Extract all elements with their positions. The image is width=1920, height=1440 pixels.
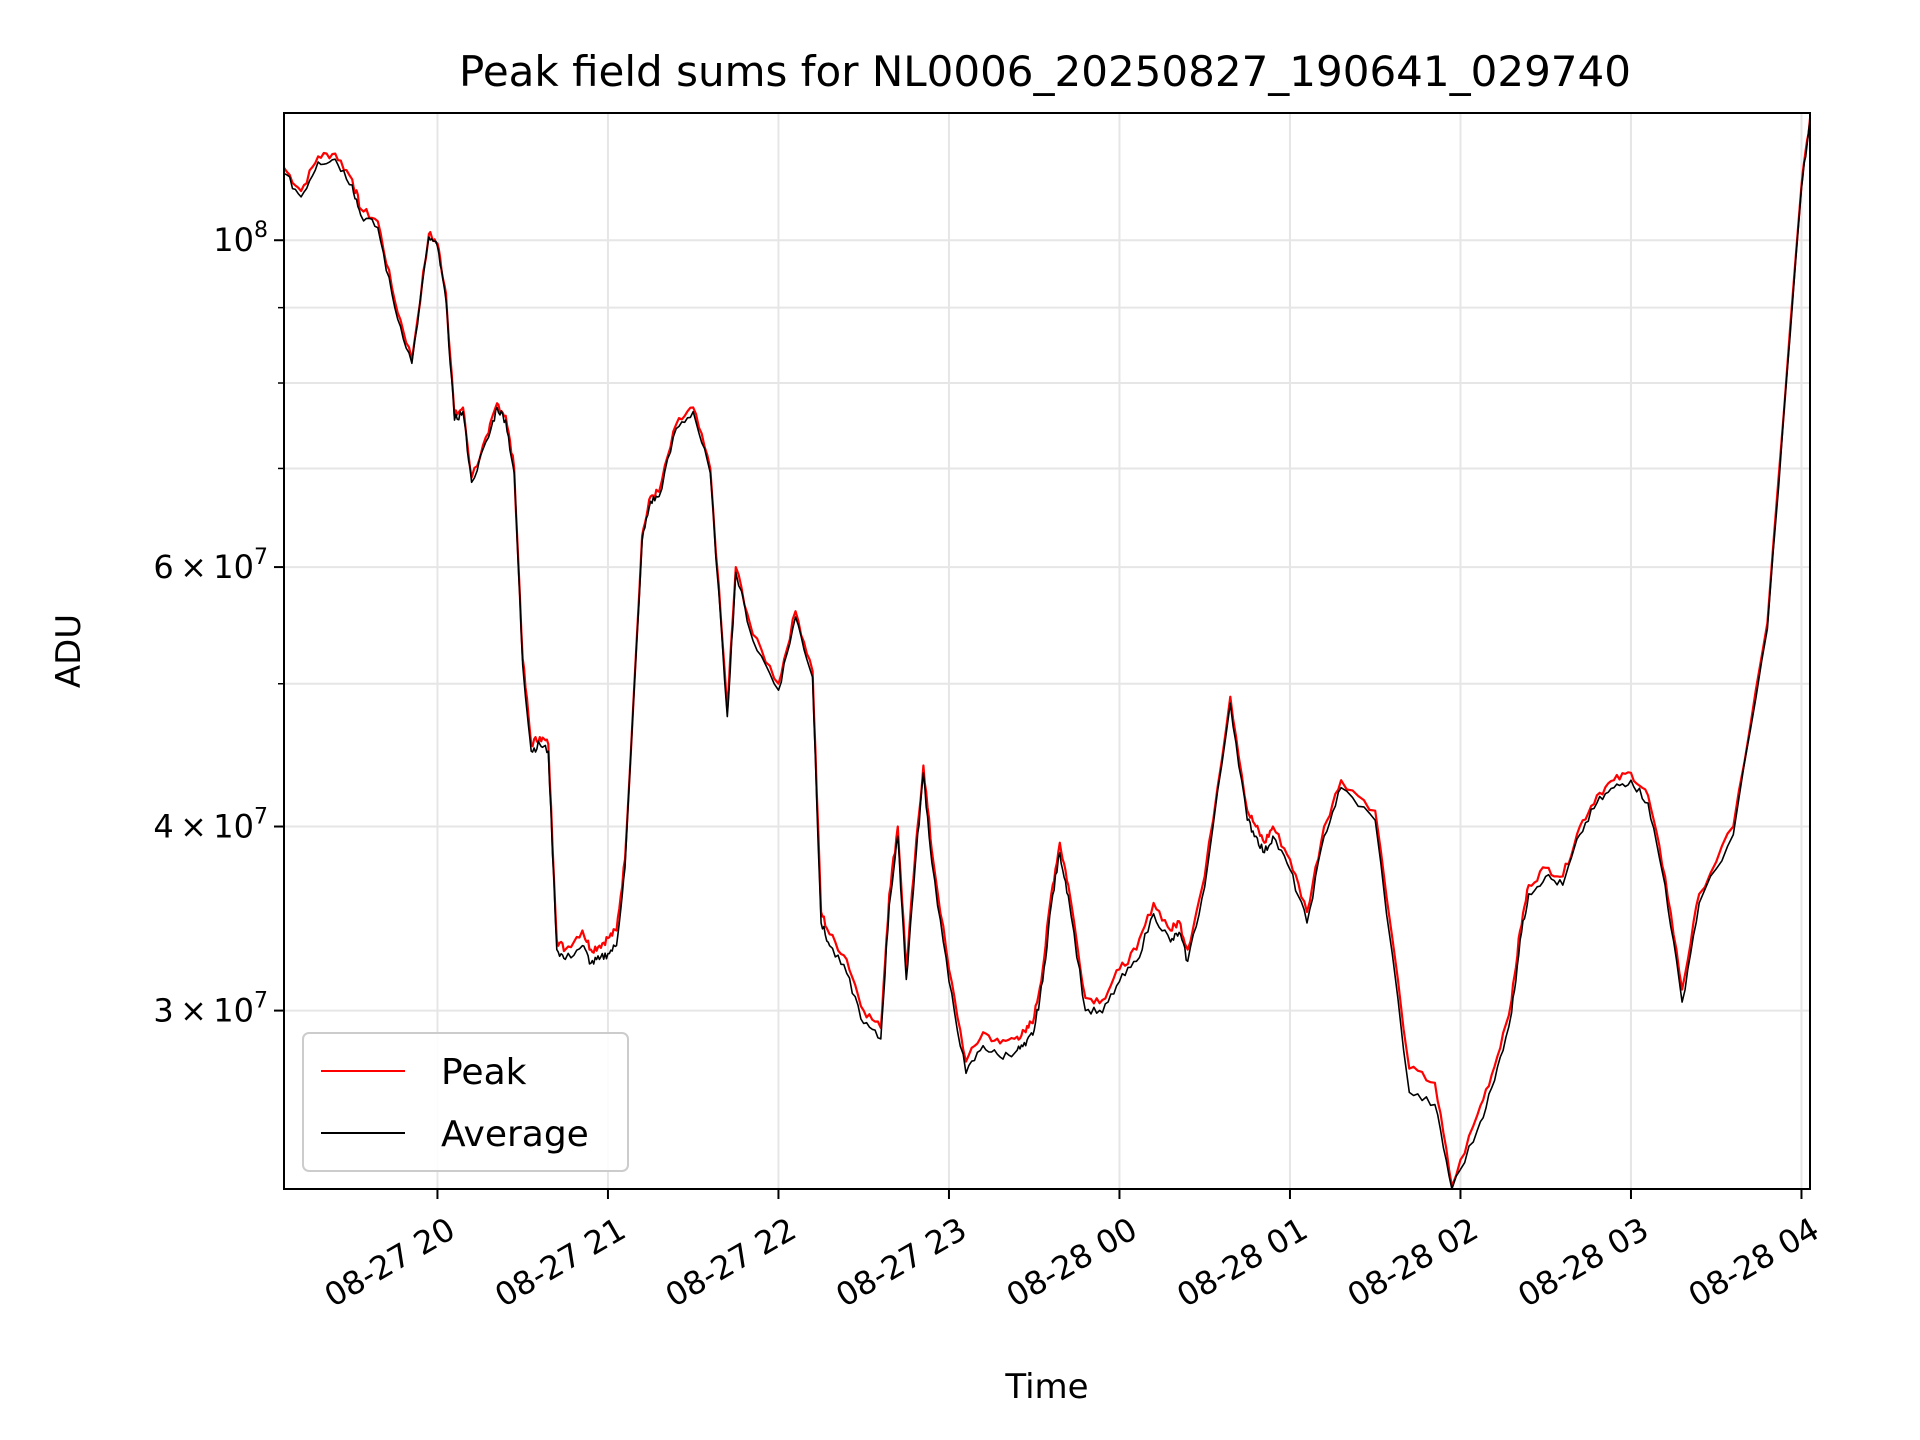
series-line-peak bbox=[283, 118, 1812, 1188]
series-line-average bbox=[283, 120, 1811, 1190]
y-tick-label: 4 × 107 bbox=[153, 805, 268, 846]
x-axis-title: Time bbox=[1004, 1367, 1088, 1407]
y-tick-label: 3 × 107 bbox=[153, 989, 268, 1030]
legend-label-peak: Peak bbox=[441, 1052, 527, 1093]
y-axis-title: ADU bbox=[49, 614, 89, 688]
y-tick-label: 6 × 107 bbox=[153, 545, 268, 586]
grid-lines bbox=[284, 113, 1810, 1189]
legend: Peak Average bbox=[302, 1032, 629, 1172]
legend-label-average: Average bbox=[441, 1114, 589, 1155]
chart-title: Peak field sums for NL0006_20250827_1906… bbox=[459, 47, 1631, 96]
data-series bbox=[283, 118, 1812, 1190]
legend-box bbox=[302, 1032, 629, 1172]
plot-area-frame bbox=[283, 112, 1811, 1190]
